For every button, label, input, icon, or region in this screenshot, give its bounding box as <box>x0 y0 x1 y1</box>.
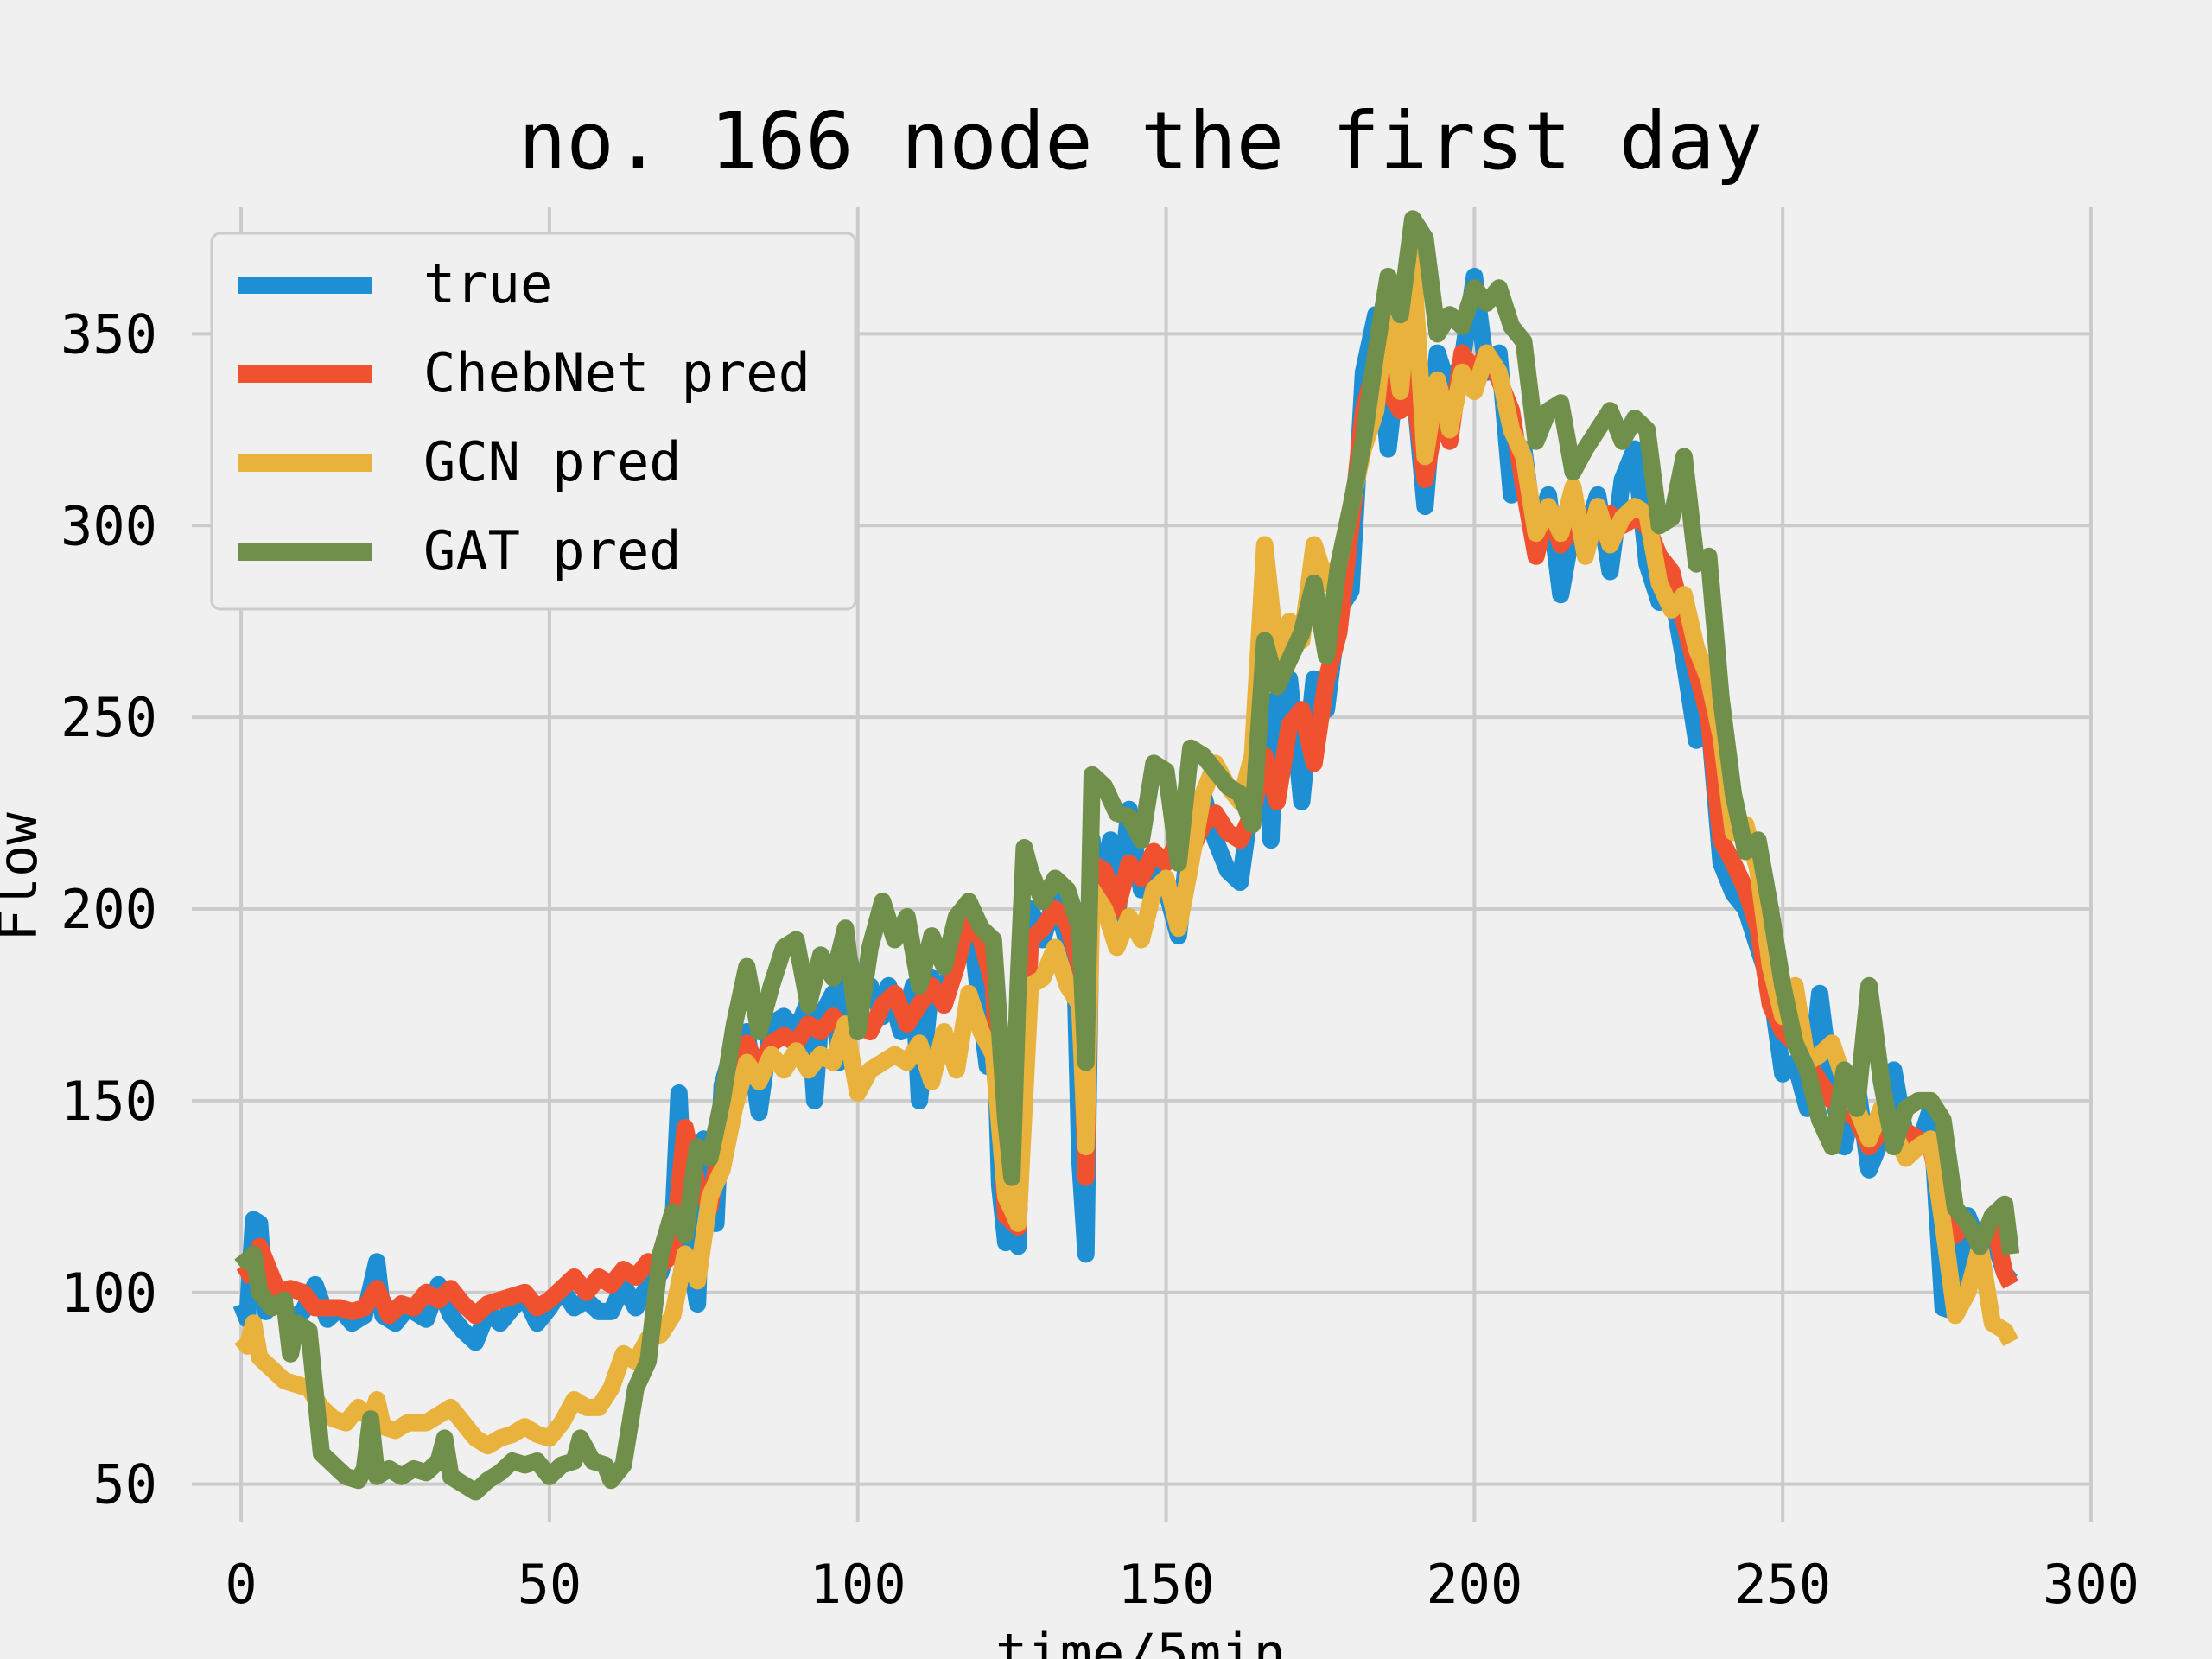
legend-entry-label: ChebNet pred <box>423 341 810 404</box>
y-tick-label: 50 <box>92 1453 157 1516</box>
x-tick-label: 0 <box>225 1553 257 1616</box>
x-axis-ticks: 0 50 100 150 200 250 300 <box>225 1553 2139 1616</box>
y-tick-label: 100 <box>60 1262 157 1325</box>
y-axis-label: Flow <box>0 812 49 942</box>
x-axis-label: time/5min <box>995 1622 1286 1659</box>
y-tick-label: 150 <box>60 1070 157 1133</box>
y-tick-label: 200 <box>60 878 157 941</box>
series-layer <box>232 210 2020 1501</box>
legend-frame <box>210 232 857 611</box>
y-tick-label: 300 <box>60 494 157 557</box>
y-tick-label: 250 <box>60 686 157 749</box>
y-axis-ticks: 50 100 150 200 250 300 350 <box>60 302 157 1516</box>
legend-entry-label: GAT pred <box>423 519 682 582</box>
y-tick-label: 350 <box>60 302 157 365</box>
legend-entry-label: GCN pred <box>423 430 682 493</box>
x-tick-label: 50 <box>518 1553 582 1616</box>
series-line-gat-pred <box>234 210 2020 1501</box>
chart-title: no. 166 node the first day <box>518 95 1763 188</box>
series-line-chebnet-pred <box>236 344 2019 1325</box>
x-tick-label: 300 <box>2043 1553 2139 1616</box>
legend: true ChebNet pred GCN pred GAT pred <box>210 232 857 611</box>
x-tick-label: 250 <box>1734 1553 1831 1616</box>
x-tick-label: 200 <box>1426 1553 1522 1616</box>
x-tick-label: 150 <box>1118 1553 1215 1616</box>
grid-lines <box>192 207 2093 1522</box>
legend-entry-label: true <box>423 252 552 315</box>
x-tick-label: 100 <box>810 1553 906 1616</box>
